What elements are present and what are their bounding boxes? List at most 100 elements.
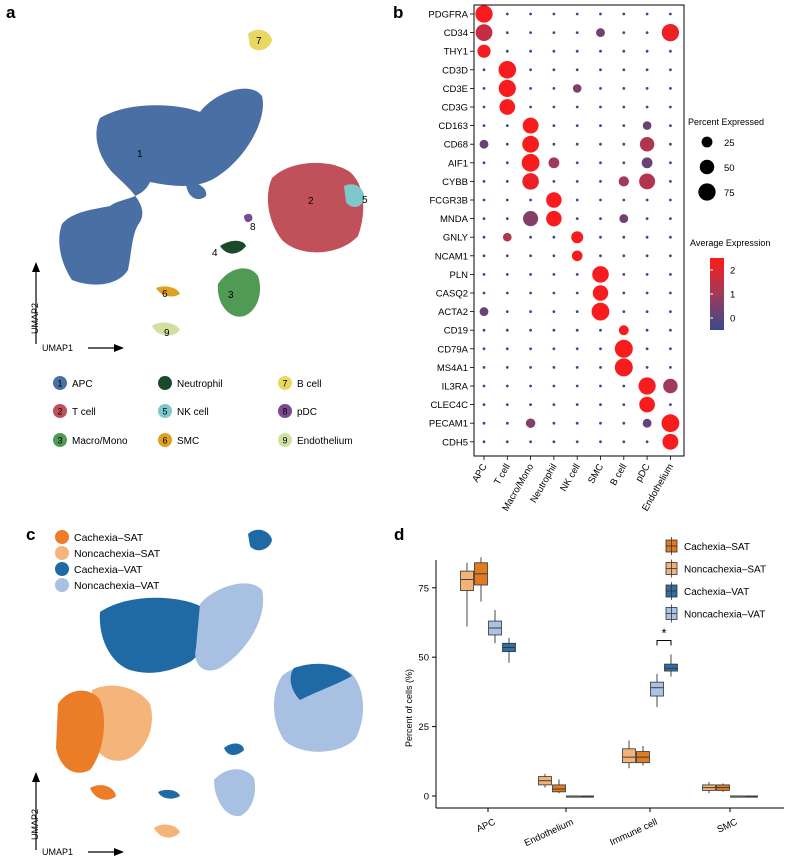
dot-CASQ2-5: [592, 285, 609, 301]
dot-CDH5-8: [662, 433, 679, 450]
condition-label-1: Noncachexia–SAT: [74, 548, 161, 560]
dot-bg-CD79A-4: [575, 347, 579, 351]
gene-label-CD163: CD163: [438, 121, 468, 132]
dot-bg-MNDA-0: [482, 217, 486, 221]
legend-label-0: APC: [72, 379, 93, 390]
dot-bg-PECAM1-4: [575, 421, 579, 425]
gene-label-CD3E: CD3E: [443, 84, 468, 95]
significance-star: *: [661, 626, 666, 641]
dot-bg-CD3E-5: [599, 87, 602, 90]
dot-bg-NCAM1-8: [669, 254, 672, 258]
dot-bg-CD3G-8: [669, 105, 672, 109]
gene-label-PLN: PLN: [450, 270, 469, 281]
dot-bg-GNLY-5: [599, 235, 602, 239]
dot-bg-AIF1-6: [622, 161, 626, 165]
dot-bg-CD163-8: [669, 124, 672, 127]
dot-bg-MNDA-4: [575, 217, 579, 221]
dot-FCGR3B-3: [546, 192, 562, 208]
dot-bg-CD79A-8: [669, 347, 672, 351]
gene-label-CASQ2: CASQ2: [436, 289, 468, 300]
box-1-2: [622, 740, 636, 769]
dot-bg-CD19-8: [669, 328, 672, 332]
dot-bg-PDGFRA-7: [645, 12, 649, 16]
dot-bg-CD3D-4: [575, 68, 579, 72]
dot-CD163-2: [522, 117, 539, 134]
gene-label-CD3D: CD3D: [442, 65, 468, 76]
dot-bg-PLN-4: [575, 273, 579, 276]
dot-bg-NCAM1-1: [505, 254, 509, 258]
legend-number-7: 8: [282, 407, 287, 417]
dot-bg-PDGFRA-4: [575, 12, 579, 16]
dot-bg-CD34-3: [552, 31, 556, 34]
cluster-nk: [344, 184, 365, 207]
dot-bg-CYBB-3: [552, 180, 556, 183]
significance-bracket: [656, 640, 672, 646]
size-legend-dot-75: [698, 183, 716, 201]
box-0-1: [552, 779, 566, 794]
dot-AIF1-2: [521, 153, 540, 172]
box-xtick-label-1: Endothelium: [523, 817, 576, 849]
dot-CD3E-1: [498, 79, 516, 97]
dot-bg-CD3E-3: [552, 87, 556, 90]
dot-bg-CD79A-1: [505, 347, 509, 351]
box-legend-label-2: Cachexia–VAT: [684, 587, 749, 598]
size-legend-dot-25: [701, 136, 713, 148]
dot-bg-FCGR3B-7: [645, 198, 649, 202]
dot-bg-CASQ2-0: [482, 291, 486, 295]
condition-swatch-0: [55, 530, 69, 544]
dot-CD19-6: [618, 325, 629, 336]
dot-bg-CD19-3: [552, 328, 556, 332]
dot-bg-PLN-3: [552, 273, 556, 276]
dot-CD163-7: [642, 121, 652, 130]
cell-label-4: NK cell: [558, 462, 583, 494]
dot-CYBB-6: [618, 176, 629, 187]
umap-a-y-label: UMAP2: [30, 303, 40, 334]
legend-label-3: Neutrophil: [177, 379, 223, 390]
gene-label-NCAM1: NCAM1: [435, 251, 468, 262]
cluster-macro: [217, 268, 261, 317]
box-body: [664, 663, 678, 672]
dot-bg-CD3G-2: [529, 105, 532, 109]
dot-bg-GNLY-6: [622, 235, 626, 239]
dot-PECAM1-2: [525, 418, 536, 428]
dot-bg-CD3D-0: [482, 68, 486, 72]
gene-label-CD79A: CD79A: [437, 344, 468, 355]
dot-bg-CD34-2: [529, 31, 532, 34]
box-ytick-label-0: 0: [424, 792, 429, 803]
cluster-tcell: [267, 162, 364, 253]
legend-number-5: 6: [162, 436, 167, 446]
dot-bg-IL3RA-2: [529, 384, 532, 388]
dot-bg-CASQ2-7: [645, 291, 649, 295]
box-y-label: Percent of cells (%): [404, 669, 414, 747]
gene-label-CLEC4C: CLEC4C: [431, 400, 469, 411]
dot-bg-CD68-8: [669, 142, 672, 146]
legend-number-4: 5: [162, 407, 167, 417]
dot-ACTA2-0: [479, 307, 489, 317]
umap-label-8: 8: [250, 222, 256, 233]
dot-CD79A-6: [614, 339, 633, 358]
dot-bg-CD79A-2: [529, 347, 532, 351]
box-legend: Cachexia–SAT Noncachexia–SAT Cachexia–VAT N…: [665, 537, 766, 623]
dot-bg-FCGR3B-0: [482, 198, 486, 202]
umap-label-2: 2: [308, 196, 314, 207]
dot-bg-AIF1-8: [669, 161, 672, 165]
size-legend-title: Percent Expressed: [688, 117, 764, 127]
umap-axes-a: UMAP1 UMAP2: [30, 262, 124, 353]
dot-bg-CD68-1: [505, 142, 509, 146]
cell-label-0: APC: [470, 462, 489, 485]
dot-bg-CASQ2-4: [575, 291, 579, 295]
dot-bg-CLEC4C-6: [622, 403, 626, 406]
dot-IL3RA-8: [663, 378, 678, 394]
box-body: [552, 784, 566, 793]
panel-letter-b: b: [393, 3, 403, 22]
dot-bg-FCGR3B-1: [505, 198, 509, 202]
umap-axes-c: UMAP1 UMAP2: [30, 772, 124, 856]
dot-bg-GNLY-2: [529, 235, 532, 239]
dot-bg-AIF1-0: [482, 161, 486, 165]
condition-label-3: Noncachexia–VAT: [74, 580, 160, 592]
legend-swatch-6: [278, 376, 292, 390]
dot-bg-NCAM1-7: [645, 254, 649, 258]
legend-label-1: T cell: [72, 407, 96, 418]
dot-bg-CD34-7: [645, 31, 649, 34]
size-legend-label-75: 75: [724, 188, 735, 199]
